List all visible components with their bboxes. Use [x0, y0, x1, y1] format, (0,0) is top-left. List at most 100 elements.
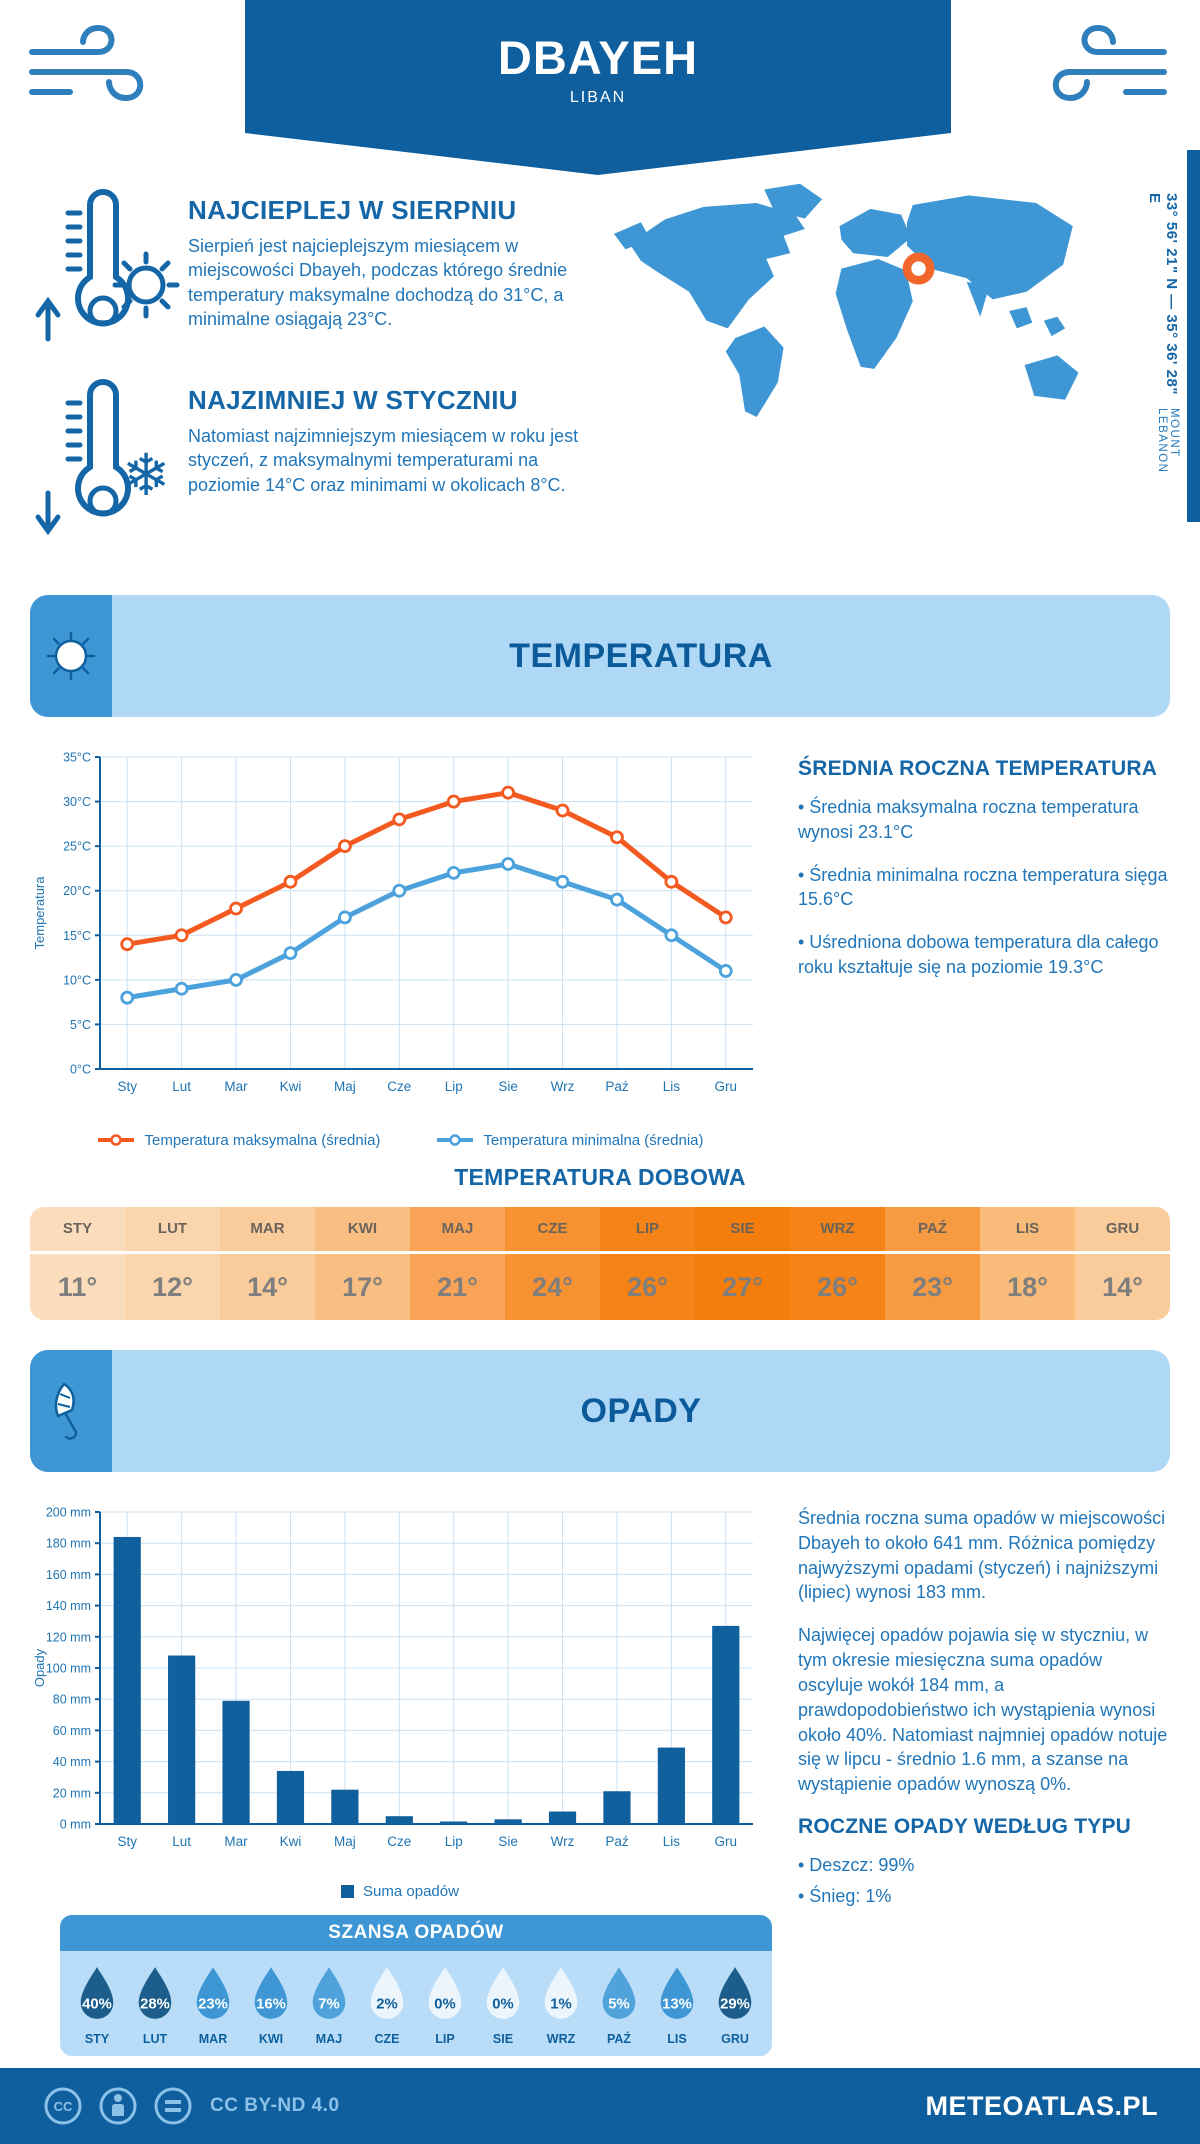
precipitation-row: 0 mm 20 mm 40 mm 60 mm 80 mm 100 mm 120 mm 140 …	[30, 1498, 1170, 2056]
page-subtitle: LIBAN	[569, 89, 627, 106]
svg-text:0°C: 0°C	[70, 1063, 91, 1077]
svg-text:29%: 29%	[720, 1996, 750, 2012]
precipitation-section-title: OPADY	[580, 1391, 702, 1430]
precip-chance-month: LIP	[435, 2032, 455, 2046]
thermometer-down-icon: ❄	[30, 377, 188, 547]
title-banner: DBAYEH LIBAN	[245, 0, 951, 175]
dobowa-column: SIE 27°	[695, 1207, 790, 1320]
dobowa-column: MAJ 21°	[410, 1207, 505, 1320]
droplet-icon: 0%	[428, 1967, 462, 2019]
precipitation-type-heading: ROCZNE OPADY WEDŁUG TYPU	[798, 1815, 1132, 1839]
dobowa-column: STY 11°	[30, 1207, 125, 1320]
location-marker-icon	[902, 252, 935, 285]
svg-text:60 mm: 60 mm	[53, 1724, 91, 1738]
precip-chance-item: 1% WRZ	[532, 1964, 590, 2046]
dobowa-column: PAŹ 23°	[885, 1207, 980, 1320]
coordinates-label: 33° 56' 21" N — 35° 36' 28" E MOUNT LEBA…	[1146, 193, 1180, 523]
svg-text:Lut: Lut	[172, 1834, 191, 1849]
svg-text:10°C: 10°C	[63, 973, 91, 987]
bar-Kwi	[276, 1770, 305, 1824]
license-label: CC BY-ND 4.0	[210, 2095, 340, 2116]
annual-bullet-3: • Uśredniona dobowa temperatura dla całe…	[798, 932, 1159, 978]
legend-swatch	[341, 1884, 355, 1898]
svg-text:Sty: Sty	[117, 1079, 137, 1094]
precip-chance-item: 29% GRU	[706, 1964, 764, 2046]
dobowa-value: 18°	[1007, 1272, 1048, 1302]
dobowa-column: MAR 14°	[220, 1207, 315, 1320]
droplet-icon: 2%	[370, 1967, 404, 2019]
svg-text:20 mm: 20 mm	[53, 1786, 91, 1800]
bar-Paź	[603, 1791, 631, 1824]
droplet-icon: 16%	[254, 1967, 288, 2019]
world-map	[612, 161, 1094, 461]
bar-Sie	[494, 1819, 522, 1824]
warmest-month-block: NAJCIEPLEJ W SIERPNIU Sierpień jest najc…	[30, 175, 620, 357]
dobowa-month: WRZ	[790, 1207, 885, 1254]
precip-chance-month: MAJ	[315, 2032, 343, 2046]
annual-temperature-text: ŚREDNIA ROCZNA TEMPERATURA • Średnia mak…	[770, 743, 1170, 1150]
thermometer-up-icon	[30, 187, 188, 357]
svg-text:Lip: Lip	[445, 1834, 463, 1849]
svg-text:Lip: Lip	[445, 1079, 463, 1094]
svg-text:30°C: 30°C	[63, 795, 91, 809]
svg-text:Wrz: Wrz	[551, 1834, 575, 1849]
precipitation-bar-chart: 0 mm 20 mm 40 mm 60 mm 80 mm 100 mm 120 mm 140 …	[32, 1506, 753, 1849]
svg-text:Kwi: Kwi	[280, 1079, 302, 1094]
warmest-paragraph: Sierpień jest najcieplejszym miesiącem w…	[188, 236, 568, 329]
dobowa-value: 26°	[627, 1272, 668, 1302]
dobowa-month: KWI	[315, 1207, 410, 1254]
wind-icon-left	[29, 24, 144, 102]
svg-text:80 mm: 80 mm	[53, 1693, 91, 1707]
precip-chance-item: 16% KWI	[242, 1964, 300, 2046]
temperature-line-chart: 0°C 5°C 10°C 15°C 20°C 25°C 30°C 35°C Sty Lut Mar K…	[32, 751, 753, 1094]
precip-chance-item: 28% LUT	[126, 1964, 184, 2046]
svg-text:20°C: 20°C	[63, 884, 91, 898]
svg-text:0%: 0%	[492, 1996, 513, 2012]
footer: CC CC BY-ND 4.0 METEOATLAS.PL	[0, 2068, 1200, 2144]
snowflake-icon: ❄	[122, 441, 171, 509]
svg-text:Cze: Cze	[387, 1834, 411, 1849]
svg-text:23%: 23%	[198, 1996, 228, 2012]
daily-temperature-section: TEMPERATURA DOBOWA STY 11° LUT 12° MAR 14° KWI…	[0, 1164, 1200, 1320]
precip-chance-month: KWI	[258, 2032, 284, 2046]
droplet-icon: 29%	[718, 1967, 752, 2019]
svg-text:Lis: Lis	[663, 1079, 681, 1094]
coldest-title: NAJZIMNIEJ W STYCZNIU	[188, 385, 518, 415]
legend-item: Temperatura maksymalna (średnia)	[96, 1130, 380, 1150]
bar-Sty	[113, 1536, 141, 1824]
precipitation-paragraph-1: Średnia roczna suma opadów w miejscowośc…	[798, 1508, 1166, 1603]
svg-text:25°C: 25°C	[63, 840, 91, 854]
dobowa-value: 11°	[57, 1272, 98, 1302]
svg-text:0 mm: 0 mm	[60, 1818, 91, 1832]
droplet-icon: 28%	[138, 1967, 172, 2019]
svg-text:Lut: Lut	[172, 1079, 191, 1094]
dobowa-column: LIP 26°	[600, 1207, 695, 1320]
svg-text:140 mm: 140 mm	[46, 1599, 91, 1613]
svg-text:CC: CC	[54, 2099, 73, 2114]
precip-chance-item: 7% MAJ	[300, 1964, 358, 2046]
svg-text:16%: 16%	[256, 1996, 286, 2012]
bar-Wrz	[548, 1811, 577, 1824]
series-min	[120, 857, 733, 1005]
droplet-icon: 0%	[486, 1967, 520, 2019]
daily-temperature-heading: TEMPERATURA DOBOWA	[454, 1164, 746, 1190]
dobowa-value: 12°	[152, 1272, 193, 1302]
dobowa-column: GRU 14°	[1075, 1207, 1170, 1320]
bar-Lut	[168, 1655, 196, 1824]
cc-icon: CC	[44, 2087, 82, 2125]
svg-text:Cze: Cze	[387, 1079, 411, 1094]
cc-license-icons: CC	[42, 2085, 194, 2127]
coldest-paragraph: Natomiast najzimniejszym miesiącem w rok…	[188, 426, 579, 495]
svg-text:Wrz: Wrz	[551, 1079, 575, 1094]
droplet-icon: 13%	[660, 1967, 694, 2019]
svg-text:Sty: Sty	[117, 1834, 137, 1849]
dobowa-column: CZE 24°	[505, 1207, 600, 1320]
svg-text:35°C: 35°C	[63, 751, 91, 765]
svg-text:Gru: Gru	[715, 1834, 738, 1849]
svg-text:13%: 13%	[662, 1996, 692, 2012]
svg-text:1%: 1%	[550, 1996, 571, 2012]
bar-Cze	[385, 1816, 413, 1824]
coldest-month-block: ❄ NAJZIMNIEJ W STYCZNIU Natomiast najzim…	[30, 377, 620, 547]
svg-text:Gru: Gru	[715, 1079, 738, 1094]
region-text: MOUNT LEBANON	[1156, 408, 1180, 474]
